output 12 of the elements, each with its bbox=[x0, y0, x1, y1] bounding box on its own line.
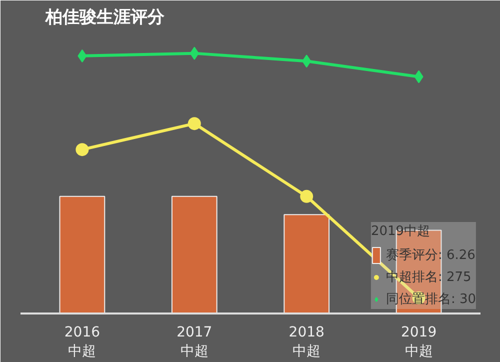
point bbox=[188, 117, 201, 130]
x-tick-label: 2019 中超 bbox=[400, 324, 437, 360]
point bbox=[76, 143, 89, 156]
point bbox=[300, 190, 314, 203]
chart-title: 柏佳骏生涯评分 bbox=[44, 8, 166, 28]
x-tick-label: 2018 中超 bbox=[288, 324, 324, 360]
point bbox=[190, 46, 199, 60]
x-tick-label: 2016 中超 bbox=[64, 324, 100, 360]
point bbox=[78, 49, 87, 62]
point bbox=[302, 54, 312, 68]
point bbox=[414, 70, 424, 84]
x-tick-label: 2017 中超 bbox=[176, 324, 212, 360]
